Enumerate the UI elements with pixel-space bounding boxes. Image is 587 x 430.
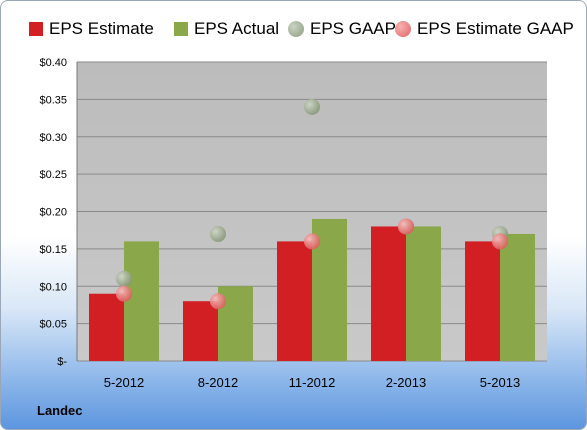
point-eps-gaap <box>304 98 320 115</box>
point-eps-estimate-gaap <box>210 293 226 310</box>
y-tick-label: $0.15 <box>39 244 67 256</box>
bar-eps-estimate <box>371 226 406 361</box>
y-tick-label: $0.05 <box>39 319 67 331</box>
legend-swatch-eps-estimate-gaap <box>395 21 411 37</box>
legend-item-eps-actual: EPS Actual <box>174 17 279 41</box>
point-eps-gaap <box>116 270 132 287</box>
bar-eps-estimate <box>89 293 124 361</box>
legend-swatch-eps-gaap <box>288 21 304 37</box>
legend-label-eps-actual: EPS Actual <box>194 19 280 38</box>
point-eps-estimate-gaap <box>304 233 320 250</box>
y-tick-label: $0.10 <box>39 281 67 293</box>
y-tick-label: $0.25 <box>39 169 67 181</box>
legend: EPS Estimate EPS Actual EPS GAAP EPS Est… <box>11 17 586 41</box>
y-tick-label: $0.20 <box>39 207 67 219</box>
point-eps-gaap <box>210 225 226 242</box>
x-tick-label: 5-2013 <box>480 375 520 390</box>
y-tick-label: $0.35 <box>39 94 67 106</box>
legend-swatch-eps-estimate <box>29 22 43 36</box>
legend-label-eps-gaap: EPS GAAP <box>310 19 396 38</box>
bar-eps-actual <box>500 233 535 361</box>
x-tick-label: 5-2012 <box>104 375 144 390</box>
bar-eps-actual <box>124 241 159 361</box>
y-tick-label: $- <box>57 356 67 368</box>
x-tick-label: 8-2012 <box>198 375 238 390</box>
bar-eps-estimate <box>183 301 218 361</box>
point-eps-estimate-gaap <box>116 285 132 302</box>
bar-eps-actual <box>406 226 441 361</box>
legend-item-eps-estimate: EPS Estimate <box>29 17 154 41</box>
x-tick-label: 11-2012 <box>289 375 336 390</box>
legend-item-eps-gaap: EPS GAAP <box>288 17 396 41</box>
x-tick-label: 2-2013 <box>386 375 426 390</box>
legend-item-eps-estimate-gaap: EPS Estimate GAAP <box>395 17 574 41</box>
company-label: Landec <box>37 403 83 418</box>
bar-eps-estimate <box>277 241 312 361</box>
point-eps-estimate-gaap <box>398 218 414 235</box>
y-tick-label: $0.30 <box>39 132 67 144</box>
bar-eps-estimate <box>465 241 500 361</box>
legend-label-eps-estimate-gaap: EPS Estimate GAAP <box>417 19 574 38</box>
y-tick-label: $0.40 <box>39 57 67 69</box>
point-eps-estimate-gaap <box>492 233 508 250</box>
legend-label-eps-estimate: EPS Estimate <box>49 19 154 38</box>
legend-swatch-eps-actual <box>174 22 188 36</box>
